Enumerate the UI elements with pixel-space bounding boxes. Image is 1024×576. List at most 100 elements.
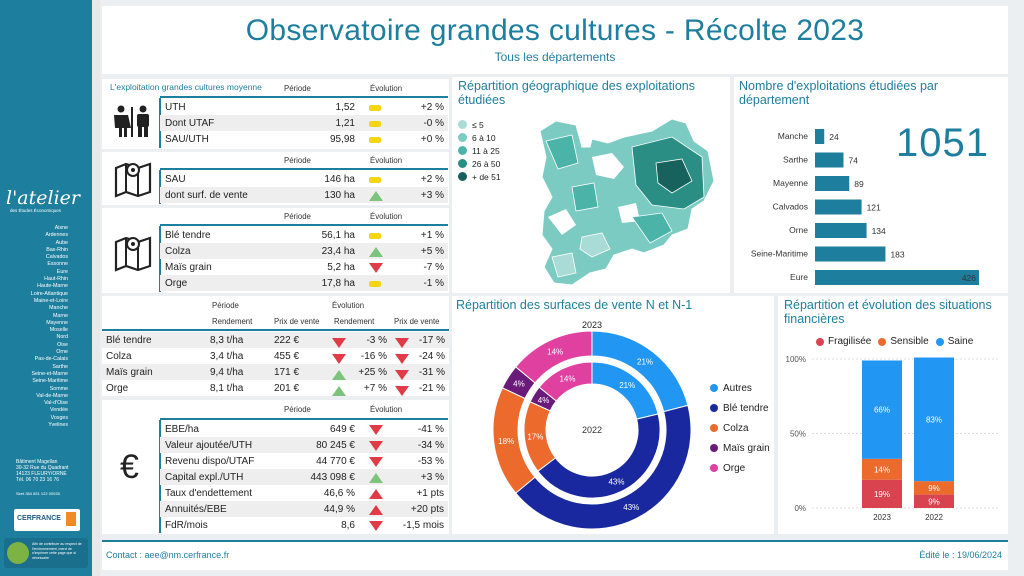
divider (160, 224, 448, 226)
department-link[interactable]: Haute-Marne (37, 283, 68, 290)
department-link[interactable]: Orne (56, 349, 68, 356)
address-line: Bâtiment Magellan (16, 459, 58, 465)
counts-panel: Nombre d'exploitations étudiées par dépa… (734, 77, 1008, 293)
finance-bar-chart: 100% 50% 0% 19% 14% 66% 2023 9% 9% 83% 2022 (786, 355, 1000, 522)
stable-icon (369, 177, 381, 183)
price-cell: 3,4 t/ha (210, 351, 244, 362)
department-link[interactable]: Moselle (49, 327, 68, 334)
department-link[interactable]: Bas-Rhin (46, 246, 68, 253)
donut-slice[interactable] (515, 330, 593, 384)
arrow-up-icon (369, 505, 383, 515)
price-cell: 8,1 t/ha (210, 383, 244, 394)
stacked-bar-segment[interactable] (914, 357, 954, 482)
footer: Contact : aee@nm.cerfrance.fr Édité le :… (102, 540, 1008, 570)
stacked-bar-segment[interactable] (862, 360, 902, 459)
legend-item: Blé tendre (710, 398, 770, 418)
bar[interactable] (815, 129, 825, 144)
kpi-label: Capital expl./UTH (165, 472, 244, 483)
bar[interactable] (815, 246, 886, 262)
department-link[interactable]: Vosges (50, 414, 68, 421)
kpi-value: 46,6 % (323, 488, 355, 499)
donut-slice-label: 18% (498, 437, 514, 446)
department-link[interactable]: Ardennes (45, 232, 68, 239)
y-tick-label: 50% (790, 430, 806, 439)
legend-label: ≤ 5 (472, 119, 484, 130)
department-link[interactable]: Oise (57, 341, 68, 348)
siret: Siret 384 851 122 00035 (16, 491, 60, 496)
kpi-value: 95,98 (329, 134, 355, 145)
header-evolution: Évolution (370, 84, 403, 93)
department-link[interactable]: Seine-et-Marne (31, 370, 68, 377)
department-link[interactable]: Haut-Rhin (44, 276, 68, 283)
kpi-label: Maïs grain (165, 262, 212, 273)
department-link[interactable]: Yvelines (48, 422, 68, 429)
department-link[interactable]: Essonne (47, 261, 68, 268)
department-link[interactable]: Eure (56, 268, 68, 275)
stacked-bar-segment[interactable] (862, 479, 902, 508)
donut-slice[interactable] (515, 404, 692, 530)
finance-panel: Répartition et évolution des situations … (778, 296, 1008, 534)
legend-swatch (458, 159, 467, 168)
x-tick-label: 2022 (925, 513, 943, 522)
kpi-row: Orge 17,8 ha -1 % (160, 275, 448, 291)
department-link[interactable]: Val-de-Marne (36, 392, 68, 399)
stable-icon (369, 233, 381, 239)
kpi-finance-panel: Période Évolution € EBE/ha 649 € -41 % Vale… (102, 400, 449, 534)
kpi-evolution: +20 pts (410, 504, 444, 515)
kpi-value: 649 € (329, 424, 355, 435)
address-line: Tél. 06 70 23 16 76 (16, 477, 60, 483)
contact-link[interactable]: Contact : aee@nm.cerfrance.fr (106, 550, 230, 560)
price-row: Maïs grain 9,4 t/ha 171 € +25 % -31 % (102, 364, 449, 380)
department-link[interactable]: Sarthe (52, 363, 68, 370)
price-cell: 201 € (274, 383, 300, 394)
department-link[interactable]: Loire-Atlantique (30, 290, 68, 297)
donut-panel: Répartition des surfaces de vente N et N… (452, 296, 774, 534)
kpi-label: Taux d'endettement (165, 488, 252, 499)
department-link[interactable]: Val-d'Oise (44, 400, 68, 407)
department-link[interactable]: Marne (52, 312, 68, 319)
header-rendement: Rendement (212, 317, 253, 326)
legend-item: Maïs grain (710, 438, 770, 458)
department-link[interactable]: Mayenne (46, 319, 68, 326)
department-link[interactable]: Vendée (50, 407, 68, 414)
divider (102, 329, 449, 331)
bar[interactable] (815, 152, 844, 168)
department-link[interactable]: Calvados (45, 254, 68, 261)
price-row: Blé tendre 8,3 t/ha 222 € -3 % -17 % (102, 332, 449, 348)
bar[interactable] (815, 270, 979, 285)
bar[interactable] (815, 176, 850, 191)
kpi-uth-panel: L'exploitation grandes cultures moyenne … (102, 79, 449, 149)
legend-label: Maïs grain (723, 442, 770, 454)
donut-slice[interactable] (538, 361, 593, 402)
kpi-label: Blé tendre (165, 230, 211, 241)
bar-category-label: Orne (789, 225, 808, 235)
department-link[interactable]: Nord (56, 334, 68, 341)
legend-label: Autres (723, 382, 752, 394)
kpi-evolution: +2 % (420, 102, 444, 113)
divider (160, 418, 448, 420)
bar[interactable] (815, 199, 862, 215)
stacked-bar-segment[interactable] (862, 458, 902, 480)
bar-value-label: 183 (890, 250, 904, 260)
bar-value-label: 134 (872, 226, 886, 236)
stacked-bar-segment[interactable] (914, 494, 954, 508)
department-link[interactable]: Manche (49, 305, 68, 312)
header-evolution: Évolution (370, 405, 403, 414)
department-link[interactable]: Aube (55, 239, 68, 246)
department-map[interactable] (532, 117, 722, 289)
department-link[interactable]: Seine-Maritime (32, 378, 68, 385)
price-cell: -21 % (418, 383, 445, 394)
stacked-bar-segment[interactable] (914, 481, 954, 495)
kpi-evolution: -41 % (417, 424, 444, 435)
department-link[interactable]: Aisne (54, 225, 68, 231)
department-link[interactable]: Pas-de-Calais (34, 356, 68, 363)
kpi-evolution: +3 % (420, 190, 444, 201)
department-link[interactable]: Somme (49, 385, 68, 392)
eco-notice: Afin de contribuer au respect de l'envir… (4, 538, 88, 568)
department-link[interactable]: Maine-et-Loire (33, 297, 68, 304)
bar[interactable] (815, 223, 867, 238)
bar-value-label: 426 (962, 273, 976, 283)
divider (160, 96, 448, 98)
legend-swatch (878, 337, 887, 346)
donut-slice[interactable] (537, 413, 661, 499)
